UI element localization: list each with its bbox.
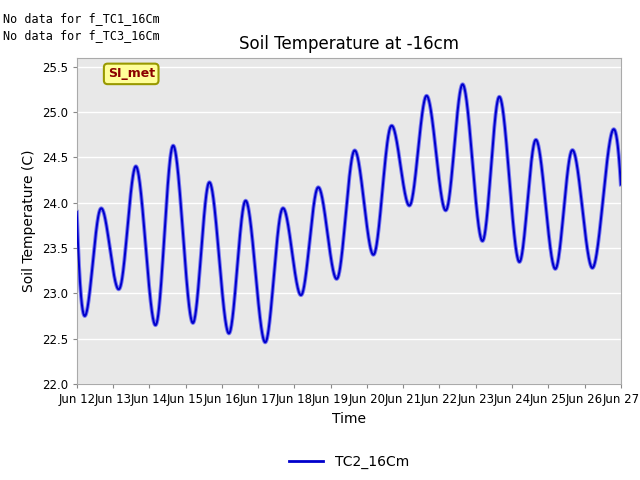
X-axis label: Time: Time [332, 411, 366, 426]
Title: Soil Temperature at -16cm: Soil Temperature at -16cm [239, 35, 459, 53]
Text: SI_met: SI_met [108, 67, 155, 80]
Legend: TC2_16Cm: TC2_16Cm [284, 450, 414, 475]
Text: No data for f_TC1_16Cm: No data for f_TC1_16Cm [3, 12, 160, 25]
Text: No data for f_TC3_16Cm: No data for f_TC3_16Cm [3, 29, 160, 42]
Y-axis label: Soil Temperature (C): Soil Temperature (C) [22, 150, 36, 292]
